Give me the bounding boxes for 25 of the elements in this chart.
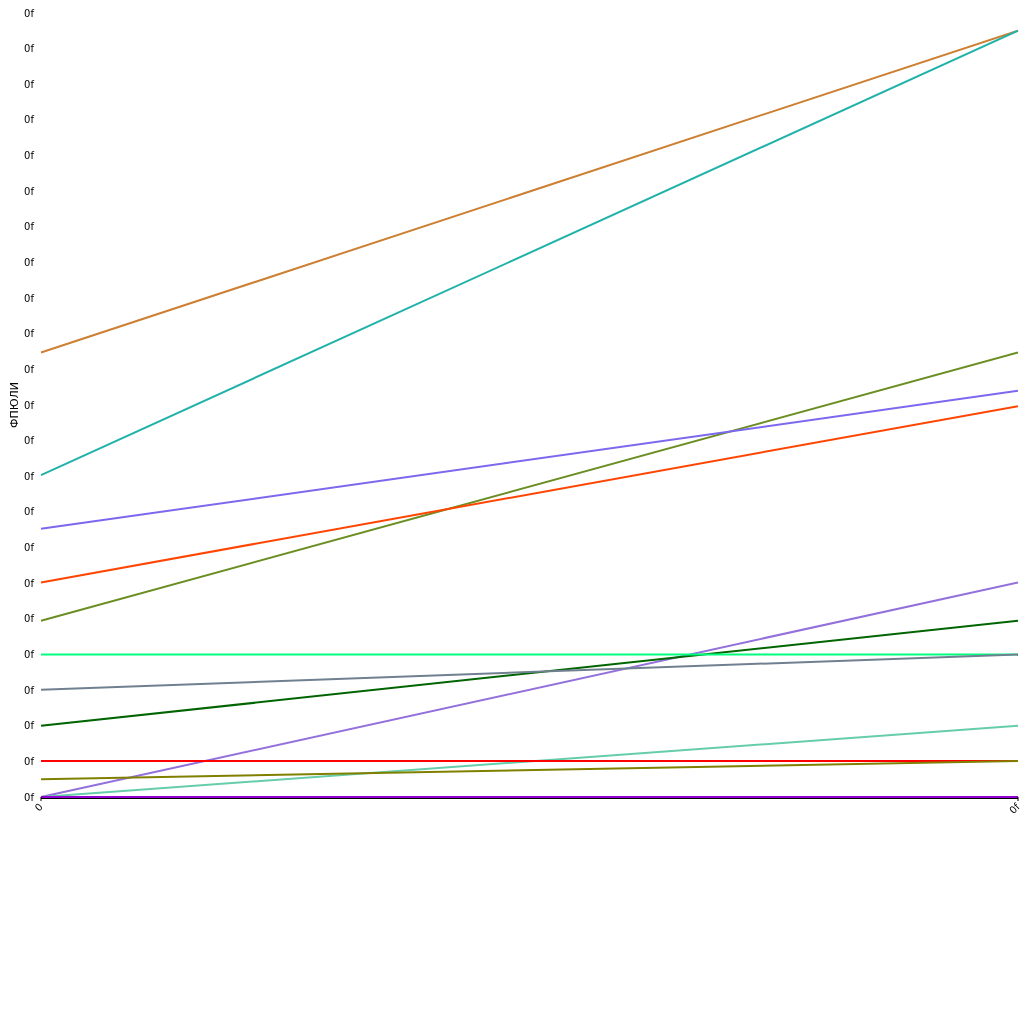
- annotation: 0f: [24, 791, 35, 803]
- annotation: 0f: [24, 720, 35, 732]
- annotation: 0f: [24, 185, 35, 197]
- annotation: 0f: [24, 363, 35, 375]
- annotation: 0f: [24, 221, 35, 233]
- text: 0f: [24, 7, 35, 19]
- annotation: 0f: [24, 114, 35, 126]
- annotation: 0f: [24, 684, 35, 696]
- annotation: 0f: [24, 613, 35, 625]
- annotation: 0f: [24, 256, 35, 268]
- annotation: 0f: [24, 755, 35, 767]
- annotation: 0f: [24, 470, 35, 482]
- annotation: 0f: [24, 328, 35, 340]
- annotation: 0f: [24, 43, 35, 55]
- annotation: 0f: [24, 542, 35, 554]
- annotation: 0f: [24, 506, 35, 518]
- annotation: 0f: [24, 577, 35, 589]
- annotation: 0f: [24, 292, 35, 304]
- y-axis-title: ФПЮЛИ: [8, 381, 21, 429]
- annotation: 0f: [24, 648, 35, 660]
- annotation: 0f: [24, 78, 35, 90]
- annotation: 0f: [24, 435, 35, 447]
- annotation: 0f: [24, 150, 35, 162]
- annotation: 0f: [24, 399, 35, 411]
- x-tick-label: 0: [32, 801, 45, 814]
